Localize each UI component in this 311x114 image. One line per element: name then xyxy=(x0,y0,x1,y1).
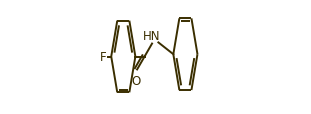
Text: F: F xyxy=(100,51,107,63)
Text: HN: HN xyxy=(143,30,161,43)
Text: O: O xyxy=(131,74,141,87)
